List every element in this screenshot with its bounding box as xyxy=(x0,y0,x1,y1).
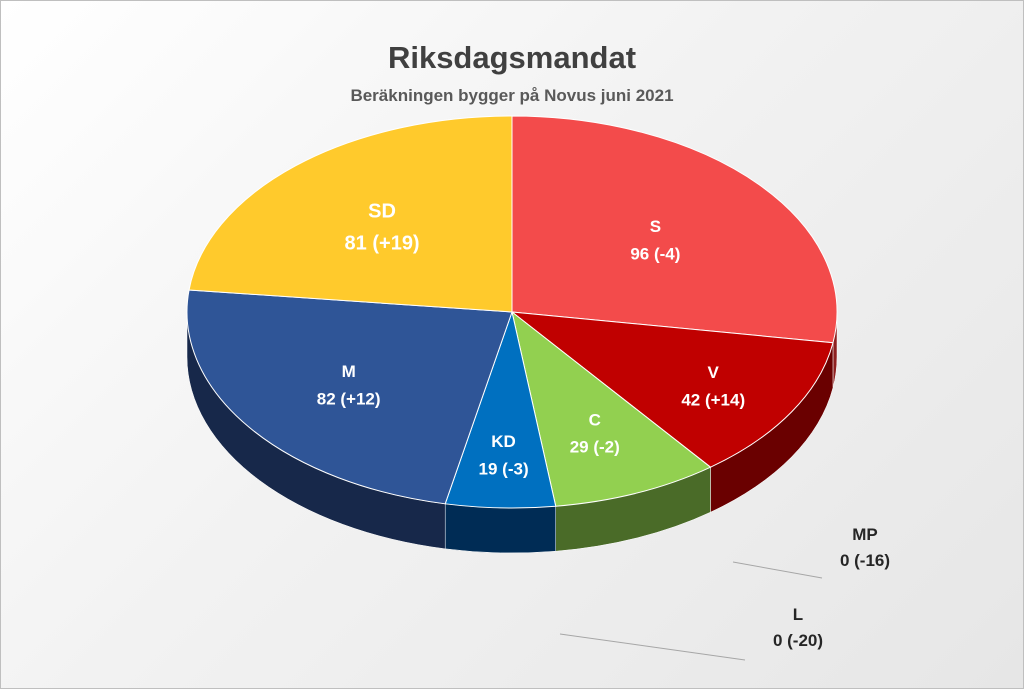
pie-slice-s xyxy=(511,115,838,344)
leader-line-l xyxy=(559,633,746,661)
slice-name-m: M xyxy=(342,362,356,381)
slice-name-sd: SD xyxy=(368,200,396,222)
pie-slice-c xyxy=(511,310,712,507)
slice-value-sd: 81 (+19) xyxy=(345,232,420,254)
slice-value-m: 82 (+12) xyxy=(317,389,381,408)
slice-name-c: C xyxy=(589,410,601,429)
slice-value-v: 42 (+14) xyxy=(681,390,745,409)
chart-title: Riksdagsmandat xyxy=(387,40,637,75)
slice-name-s: S xyxy=(650,217,661,236)
slice-name-l: L xyxy=(793,605,803,624)
slice-value-mp: 0 (-16) xyxy=(840,551,890,570)
pie-slice-v xyxy=(510,311,834,468)
slice-value-s: 96 (-4) xyxy=(630,244,680,263)
leader-line-mp xyxy=(732,561,823,579)
slice-value-l: 0 (-20) xyxy=(773,631,823,650)
slice-name-kd: KD xyxy=(491,432,516,451)
slice-name-mp: MP xyxy=(852,525,878,544)
pie-slice-sd xyxy=(188,115,513,313)
pie-side-kd xyxy=(444,503,556,554)
slice-value-c: 29 (-2) xyxy=(570,438,620,457)
slice-value-kd: 19 (-3) xyxy=(479,459,529,478)
chart-subtitle: Beräkningen bygger på Novus juni 2021 xyxy=(350,86,674,105)
slice-name-v: V xyxy=(708,363,720,382)
pie-slice-m xyxy=(186,289,513,505)
